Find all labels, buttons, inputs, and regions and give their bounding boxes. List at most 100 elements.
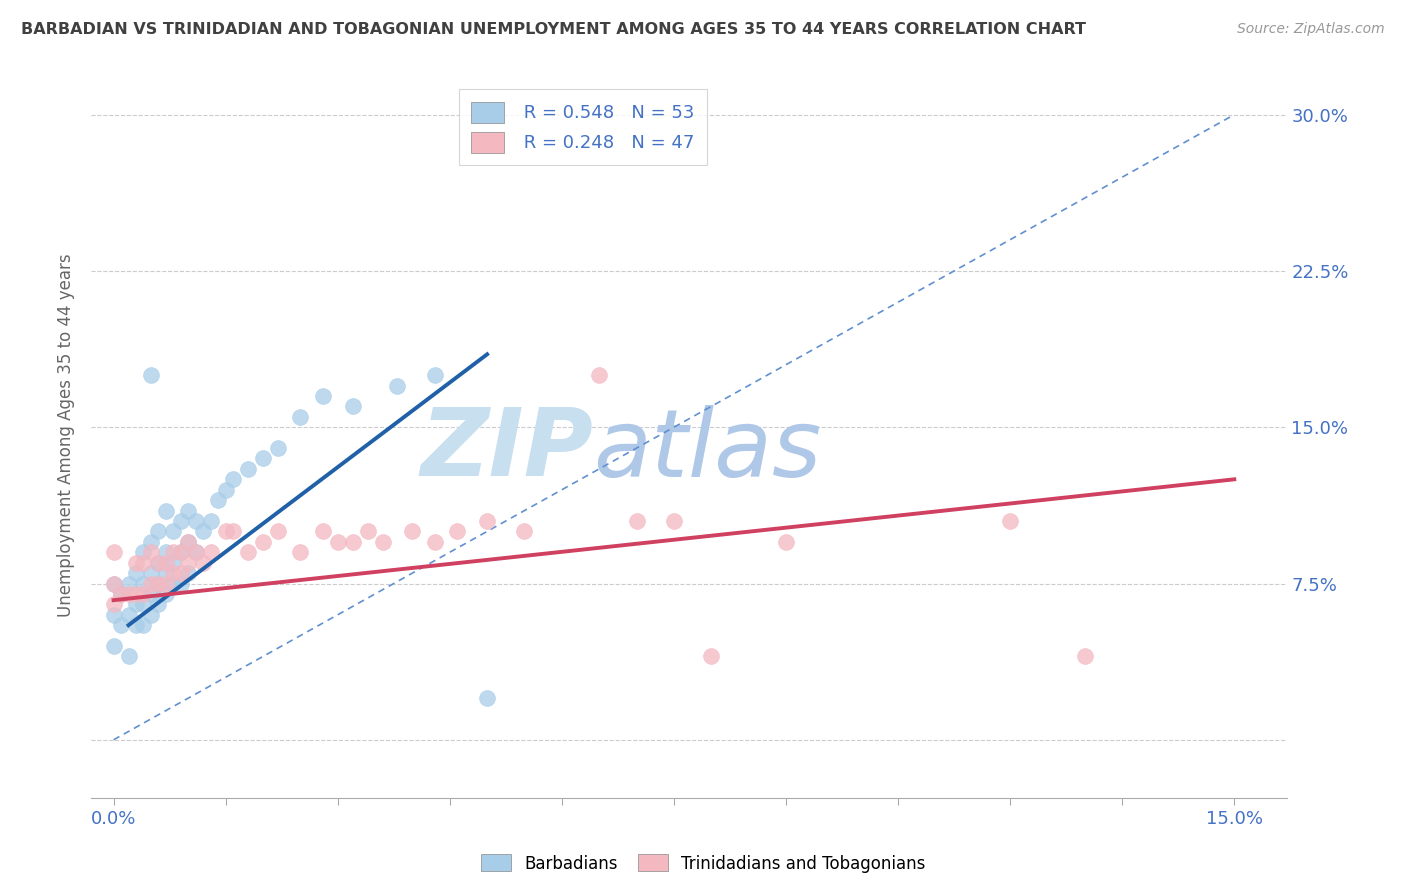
Point: [139, 534, 162, 549]
Point: [110, 587, 132, 601]
Point: [139, 607, 162, 622]
Point: [110, 587, 132, 601]
Point: [267, 441, 290, 455]
Point: [170, 545, 193, 559]
Point: [513, 524, 536, 539]
Point: [162, 566, 184, 580]
Point: [342, 400, 364, 414]
Point: [132, 618, 155, 632]
Point: [139, 545, 162, 559]
Text: ZIP: ZIP: [420, 404, 593, 496]
Point: [139, 566, 162, 580]
Point: [356, 524, 378, 539]
Point: [200, 514, 222, 528]
Point: [401, 524, 423, 539]
Point: [103, 607, 125, 622]
Point: [162, 576, 184, 591]
Point: [446, 524, 468, 539]
Text: BARBADIAN VS TRINIDADIAN AND TOBAGONIAN UNEMPLOYMENT AMONG AGES 35 TO 44 YEARS C: BARBADIAN VS TRINIDADIAN AND TOBAGONIAN …: [21, 22, 1085, 37]
Point: [117, 607, 139, 622]
Point: [117, 576, 139, 591]
Point: [155, 503, 177, 517]
Point: [155, 545, 177, 559]
Point: [132, 556, 155, 570]
Point: [170, 514, 193, 528]
Point: [139, 576, 162, 591]
Point: [155, 587, 177, 601]
Point: [148, 598, 170, 612]
Point: [700, 649, 723, 664]
Point: [103, 576, 125, 591]
Point: [1074, 649, 1097, 664]
Point: [170, 545, 193, 559]
Point: [214, 483, 236, 497]
Point: [125, 566, 148, 580]
Point: [125, 598, 148, 612]
Point: [387, 378, 409, 392]
Point: [998, 514, 1021, 528]
Point: [236, 545, 259, 559]
Point: [155, 556, 177, 570]
Point: [222, 472, 245, 486]
Point: [148, 576, 170, 591]
Point: [148, 556, 170, 570]
Point: [132, 598, 155, 612]
Point: [103, 576, 125, 591]
Point: [214, 524, 236, 539]
Point: [371, 534, 394, 549]
Point: [148, 556, 170, 570]
Point: [110, 618, 132, 632]
Point: [117, 649, 139, 664]
Point: [312, 524, 335, 539]
Point: [312, 389, 335, 403]
Text: Source: ZipAtlas.com: Source: ZipAtlas.com: [1237, 22, 1385, 37]
Point: [132, 587, 155, 601]
Point: [139, 587, 162, 601]
Point: [193, 524, 215, 539]
Legend:  R = 0.548   N = 53,  R = 0.248   N = 47: R = 0.548 N = 53, R = 0.248 N = 47: [458, 89, 707, 165]
Point: [290, 409, 312, 424]
Point: [170, 576, 193, 591]
Point: [162, 545, 184, 559]
Point: [125, 587, 148, 601]
Point: [184, 514, 207, 528]
Point: [177, 556, 200, 570]
Point: [475, 514, 498, 528]
Point: [170, 566, 193, 580]
Point: [103, 639, 125, 653]
Point: [626, 514, 648, 528]
Point: [177, 566, 200, 580]
Legend: Barbadians, Trinidadians and Tobagonians: Barbadians, Trinidadians and Tobagonians: [474, 847, 932, 880]
Point: [177, 534, 200, 549]
Point: [252, 451, 274, 466]
Point: [155, 566, 177, 580]
Point: [125, 556, 148, 570]
Point: [588, 368, 610, 383]
Point: [117, 587, 139, 601]
Point: [662, 514, 685, 528]
Point: [200, 545, 222, 559]
Point: [207, 493, 229, 508]
Point: [222, 524, 245, 539]
Point: [155, 576, 177, 591]
Point: [423, 368, 446, 383]
Point: [162, 524, 184, 539]
Point: [132, 545, 155, 559]
Point: [236, 462, 259, 476]
Point: [184, 545, 207, 559]
Point: [475, 691, 498, 706]
Point: [252, 534, 274, 549]
Point: [342, 534, 364, 549]
Point: [267, 524, 290, 539]
Point: [177, 534, 200, 549]
Point: [103, 598, 125, 612]
Point: [103, 545, 125, 559]
Point: [290, 545, 312, 559]
Point: [184, 545, 207, 559]
Point: [423, 534, 446, 549]
Point: [125, 618, 148, 632]
Text: atlas: atlas: [593, 405, 821, 496]
Point: [148, 524, 170, 539]
Point: [177, 503, 200, 517]
Point: [775, 534, 797, 549]
